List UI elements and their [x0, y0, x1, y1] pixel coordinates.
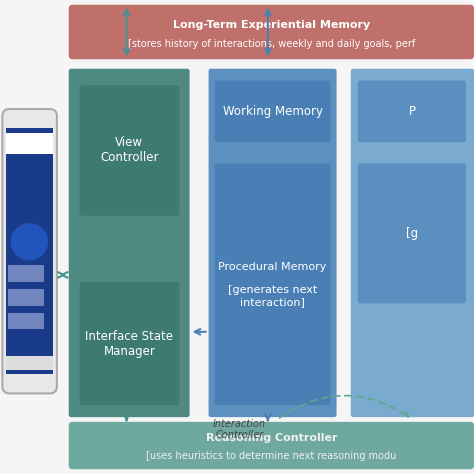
Text: Reasoning Controller: Reasoning Controller [206, 433, 337, 444]
Text: Long-Term Experiential Memory: Long-Term Experiential Memory [173, 20, 370, 30]
FancyBboxPatch shape [209, 69, 337, 417]
FancyBboxPatch shape [80, 85, 179, 216]
Text: [g: [g [406, 227, 418, 240]
Bar [8, 289, 44, 306]
Text: [uses heuristics to determine next reasoning modu: [uses heuristics to determine next reaso… [146, 451, 397, 461]
Text: Interface State
Manager: Interface State Manager [85, 329, 173, 358]
Bar [6, 128, 53, 374]
Circle shape [11, 224, 47, 260]
FancyBboxPatch shape [80, 282, 179, 405]
Bar [8, 265, 44, 282]
FancyBboxPatch shape [69, 5, 474, 59]
Bar [6, 133, 53, 154]
Text: View
Controller: View Controller [100, 137, 159, 164]
Text: Procedural Memory

[generates next
interaction]: Procedural Memory [generates next intera… [219, 262, 327, 307]
FancyBboxPatch shape [215, 164, 330, 405]
Bar [6, 356, 53, 370]
FancyBboxPatch shape [69, 69, 190, 417]
FancyBboxPatch shape [69, 422, 474, 469]
Text: [stores history of interactions, weekly and daily goals, perf: [stores history of interactions, weekly … [128, 39, 415, 49]
FancyBboxPatch shape [2, 109, 57, 393]
FancyBboxPatch shape [358, 81, 466, 142]
FancyBboxPatch shape [358, 164, 466, 303]
Text: Interaction
Controller: Interaction Controller [213, 419, 266, 440]
Bar [8, 313, 44, 329]
Text: Working Memory: Working Memory [223, 105, 322, 118]
FancyBboxPatch shape [351, 69, 474, 417]
Text: P: P [409, 105, 415, 118]
FancyBboxPatch shape [215, 81, 330, 142]
